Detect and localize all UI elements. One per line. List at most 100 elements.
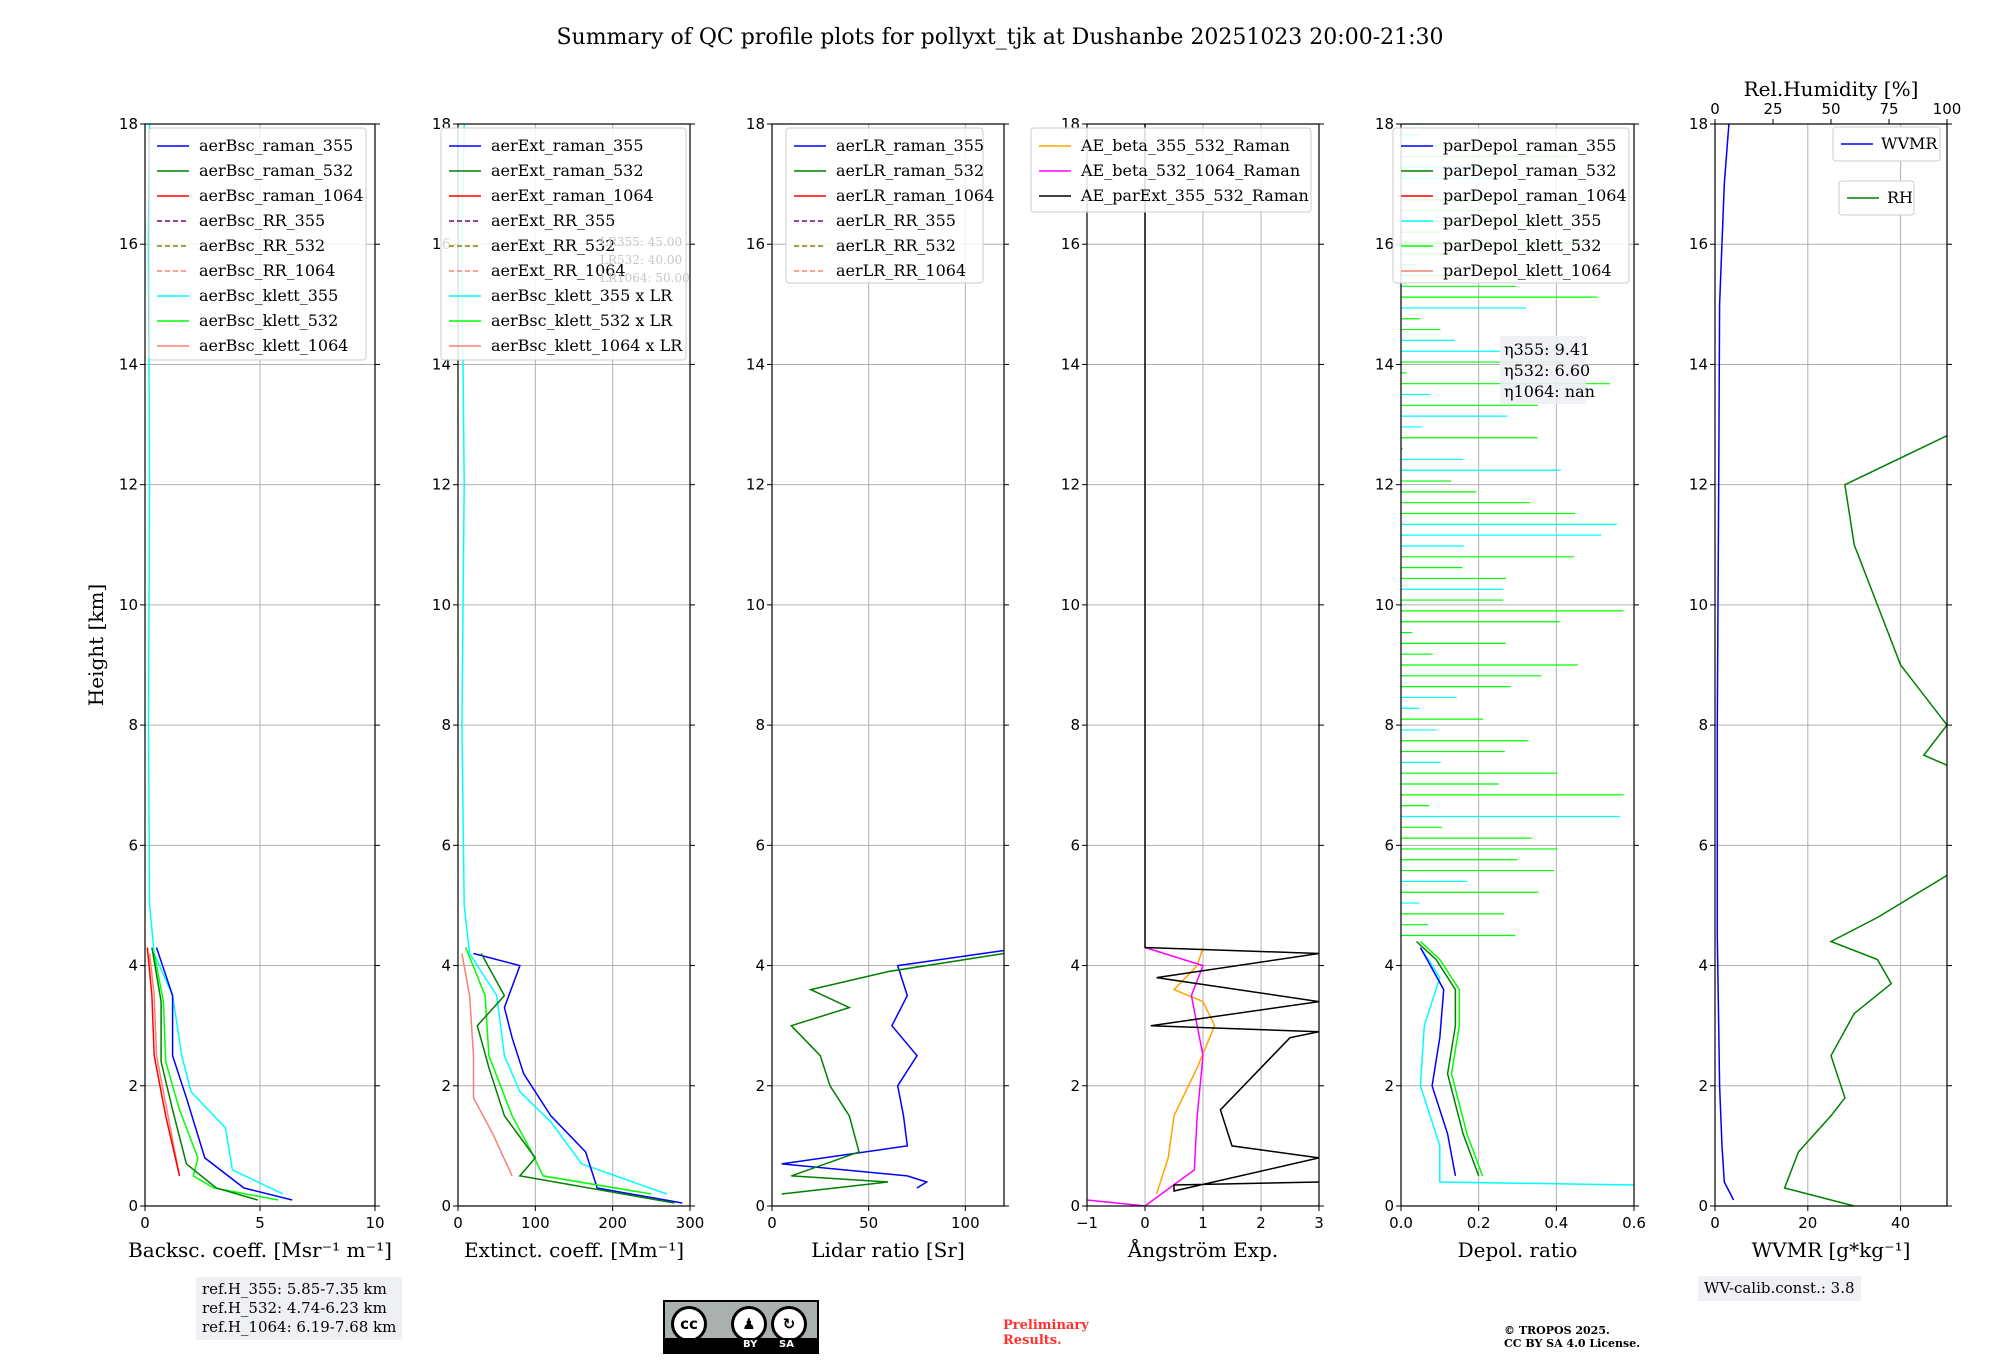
ytick-label: 8: [1384, 716, 1394, 734]
ytick-label: 6: [441, 836, 451, 854]
lr-overlay-text: LR355: 45.00: [600, 235, 682, 249]
legend-label: aerBsc_klett_1064 x LR: [491, 336, 683, 355]
series-aerLR_raman_532: [781, 952, 1004, 1195]
legend-label: aerBsc_RR_355: [199, 211, 325, 230]
legend-label: aerExt_raman_355: [491, 136, 644, 155]
legend-label: aerLR_RR_1064: [836, 261, 966, 280]
ytick-label: 0: [1070, 1197, 1080, 1215]
axes-frame: [1714, 123, 1948, 1207]
ytick-label: 18: [119, 115, 138, 133]
ytick-label: 2: [755, 1077, 765, 1095]
ytick-label: 2: [441, 1077, 451, 1095]
ytick-label: 2: [1698, 1077, 1708, 1095]
series-parDepol_klett_355: [1419, 947, 1634, 1186]
axes-frame: [1400, 123, 1635, 1207]
ytick-label: 4: [1070, 957, 1080, 975]
ytick-label: 12: [1375, 476, 1394, 494]
ref-height-532: ref.H_532: 4.74-6.23 km: [202, 1299, 387, 1317]
series-aerLR_raman_355: [781, 949, 1004, 1189]
ytick-label: 6: [1070, 836, 1080, 854]
top-xtick-label: 75: [1879, 100, 1898, 118]
ytick-label: 10: [746, 596, 765, 614]
copyright-note: © TROPOS 2025. CC BY SA 4.0 License.: [1504, 1324, 1640, 1350]
ytick-label: 16: [746, 235, 765, 253]
ytick-label: 8: [1070, 716, 1080, 734]
cc-icon: cc: [671, 1306, 707, 1342]
xtick-label: 3: [1314, 1214, 1324, 1232]
by-person-icon: ♟: [731, 1306, 767, 1342]
figure-title: Summary of QC profile plots for pollyxt_…: [556, 25, 1443, 50]
legend-label: AE_beta_355_532_Raman: [1080, 136, 1290, 155]
eta-text: η355: 9.41: [1504, 340, 1590, 359]
legend: AE_beta_355_532_Raman AE_beta_532_1064_Ra…: [1030, 127, 1312, 213]
legend-box: [1392, 127, 1630, 284]
top-xtick-label: 100: [1933, 100, 1962, 118]
preliminary-line1: Preliminary: [1003, 1318, 1089, 1333]
top-xtick-label: 25: [1763, 100, 1782, 118]
top-axis-label: Rel.Humidity [%]: [1744, 77, 1919, 101]
xtick-label: −1: [1076, 1214, 1098, 1232]
ytick-label: 2: [128, 1077, 138, 1095]
ytick-label: 18: [1375, 115, 1394, 133]
ytick-label: 14: [1061, 355, 1080, 373]
legend-label: aerLR_RR_532: [836, 236, 956, 255]
ytick-label: 10: [1689, 596, 1708, 614]
ytick-label: 12: [746, 476, 765, 494]
xtick-label: 50: [859, 1214, 878, 1232]
legend: aerBsc_raman_355 aerBsc_raman_532 aerBsc_r…: [148, 127, 367, 361]
series-group: [1415, 940, 1634, 1186]
ytick-label: 4: [755, 957, 765, 975]
panel-3: 0 2 4 6 8 10 12 14 16 18 0 50 100 Lidar ratio [Sr] aer…: [746, 115, 1009, 1262]
series-group: [1716, 124, 1947, 1206]
ytick-label: 18: [746, 115, 765, 133]
ytick-label: 2: [1384, 1077, 1394, 1095]
legend-label: parDepol_klett_355: [1443, 211, 1601, 230]
ytick-label: 8: [128, 716, 138, 734]
xtick-label: 0: [1710, 1214, 1720, 1232]
ytick-label: 12: [432, 476, 451, 494]
ytick-label: 16: [1061, 235, 1080, 253]
xtick-label: 0: [1140, 1214, 1150, 1232]
ytick-label: 8: [1698, 716, 1708, 734]
series-parDepol_klett_532: [1419, 940, 1484, 1177]
series-aerBsc_klett_1064 x LR: [461, 953, 513, 1177]
xtick-label: 10: [365, 1214, 384, 1232]
ytick-label: 14: [1375, 355, 1394, 373]
legend: aerExt_raman_355 aerExt_raman_532 aerExt_r…: [440, 127, 687, 361]
xtick-label: 2: [1256, 1214, 1266, 1232]
ytick-label: 18: [1689, 115, 1708, 133]
xtick-label: 0.4: [1544, 1214, 1568, 1232]
top-xtick-label: 0: [1710, 100, 1720, 118]
legend-label: aerBsc_raman_355: [199, 136, 353, 155]
lr-overlay-text: LR1064: 50.00: [600, 271, 690, 285]
wv-calib-box: WV-calib.const.: 3.8: [1698, 1276, 1861, 1301]
legend-box: [440, 127, 687, 361]
series-parDepol_raman_355: [1419, 947, 1457, 1177]
legend-label: aerBsc_RR_532: [199, 236, 325, 255]
legend-label: aerLR_RR_355: [836, 211, 956, 230]
series-aerBsc_klett_355: [147, 124, 284, 1195]
ytick-label: 10: [432, 596, 451, 614]
series-aerBsc_raman_532: [151, 947, 258, 1201]
legend-label: AE_beta_532_1064_Raman: [1080, 161, 1300, 180]
series-WVMR: [1716, 124, 1735, 1201]
ytick-label: 10: [119, 596, 138, 614]
legend-label: aerBsc_klett_1064: [199, 336, 348, 355]
eta-text: η532: 6.60: [1504, 361, 1590, 380]
series-group: [1087, 124, 1319, 1206]
ytick-label: 0: [755, 1197, 765, 1215]
legend-label: aerBsc_klett_355 x LR: [491, 286, 673, 305]
wv-calib-text: WV-calib.const.: 3.8: [1704, 1279, 1855, 1297]
ref-height-box: ref.H_355: 5.85-7.35 km ref.H_532: 4.74-…: [196, 1277, 403, 1340]
cc-by-text: BY: [743, 1339, 758, 1350]
xtick-label: 0: [140, 1214, 150, 1232]
ytick-label: 6: [128, 836, 138, 854]
legend-label: WVMR: [1881, 134, 1938, 153]
ytick-label: 0: [128, 1197, 138, 1215]
legend-label: parDepol_klett_1064: [1443, 261, 1612, 280]
series-group: [461, 124, 683, 1204]
ytick-label: 0: [1384, 1197, 1394, 1215]
panel-2: 0246810121416180100200300Extinct. coeff.…: [432, 115, 704, 1262]
